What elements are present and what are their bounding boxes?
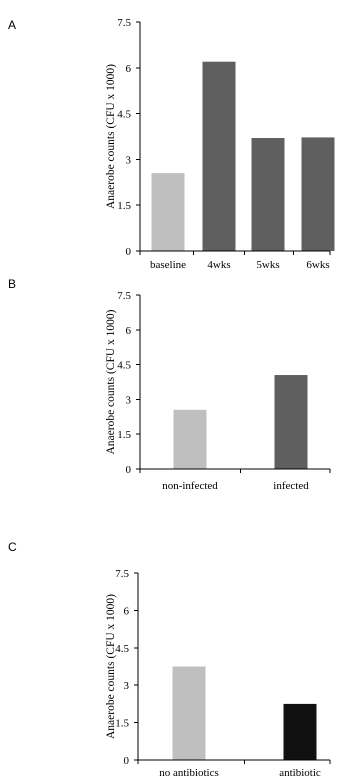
bar-5wks xyxy=(251,138,285,251)
y-axis-title: Anaerobe counts (CFU x 1000) xyxy=(105,594,117,739)
bar-non-infected xyxy=(173,409,207,469)
y-tick-label: 7.5 xyxy=(115,568,129,580)
y-tick-label: 3 xyxy=(124,680,130,692)
category-label: 6wks xyxy=(306,259,329,271)
bar-infected xyxy=(274,375,308,469)
category-label: baseline xyxy=(150,259,186,271)
category-label: no antibiotics xyxy=(159,767,219,779)
y-tick-label: 6 xyxy=(124,605,130,617)
bar-antibiotic xyxy=(283,703,317,760)
y-tick-label: 3 xyxy=(126,394,132,406)
y-tick-label: 3 xyxy=(126,154,132,166)
y-tick-label: 6 xyxy=(126,325,132,337)
category-label: non-infected xyxy=(162,480,218,492)
y-tick-label: 0 xyxy=(126,464,132,476)
category-label: antibiotic xyxy=(279,767,321,779)
y-tick-label: 7.5 xyxy=(117,17,131,29)
category-label: 4wks xyxy=(207,259,230,271)
y-axis-title: Anaerobe counts (CFU x 1000) xyxy=(105,309,117,454)
y-tick-label: 1.5 xyxy=(117,200,131,212)
bar-no-antibiotics xyxy=(172,666,206,760)
panel-letter: A xyxy=(8,18,16,32)
category-label: infected xyxy=(273,480,309,492)
y-tick-label: 4.5 xyxy=(115,643,129,655)
bar-baseline xyxy=(151,173,185,251)
bar-6wks xyxy=(301,137,335,251)
y-tick-label: 1.5 xyxy=(115,718,129,730)
y-tick-label: 4.5 xyxy=(117,360,131,372)
y-tick-label: 4.5 xyxy=(117,109,131,121)
y-tick-label: 7.5 xyxy=(117,290,131,302)
panel-letter: C xyxy=(8,540,17,554)
y-axis-title: Anaerobe counts (CFU x 1000) xyxy=(105,64,117,209)
panel-letter: B xyxy=(8,277,16,291)
y-tick-label: 0 xyxy=(124,755,130,767)
y-tick-label: 6 xyxy=(126,63,132,75)
bar-4wks xyxy=(202,61,236,252)
y-tick-label: 0 xyxy=(126,246,132,258)
y-tick-label: 1.5 xyxy=(117,429,131,441)
category-label: 5wks xyxy=(256,259,279,271)
